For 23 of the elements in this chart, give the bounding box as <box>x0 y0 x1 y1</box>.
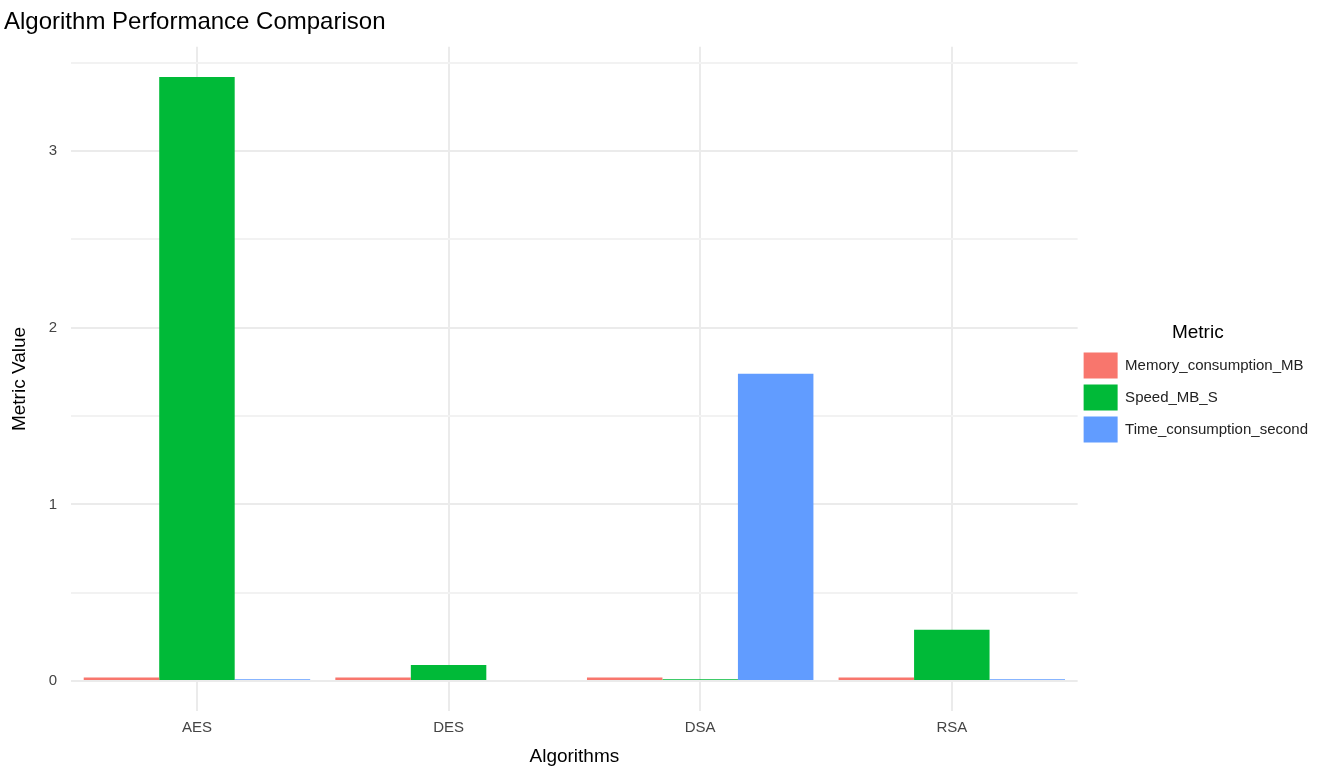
bar <box>914 629 990 680</box>
bar <box>737 373 814 680</box>
y-tick-label: 2 <box>48 317 58 335</box>
bar <box>159 77 235 680</box>
bar <box>586 677 663 680</box>
chart-title: Algorithm Performance Comparison <box>4 7 386 35</box>
y-tick-label: 1 <box>48 494 58 512</box>
legend-title: Metric <box>1171 321 1224 343</box>
x-axis-title: Algorithms <box>529 744 620 766</box>
legend-label: Memory_consumption_MB <box>1125 355 1304 373</box>
x-tick-label: DSA <box>684 718 716 736</box>
x-tick-label: AES <box>181 718 212 736</box>
x-tick-label: RSA <box>936 718 968 736</box>
y-axis-title: Metric Value <box>7 326 29 432</box>
bar <box>838 677 915 680</box>
y-tick-label: 3 <box>48 141 58 159</box>
bar <box>410 665 487 680</box>
bar <box>335 677 411 680</box>
x-tick-label: DES <box>433 718 464 736</box>
legend-label: Time_consumption_second <box>1125 419 1309 437</box>
bar <box>83 677 160 680</box>
y-tick-label: 0 <box>48 671 58 689</box>
legend-label: Speed_MB_S <box>1125 387 1218 405</box>
